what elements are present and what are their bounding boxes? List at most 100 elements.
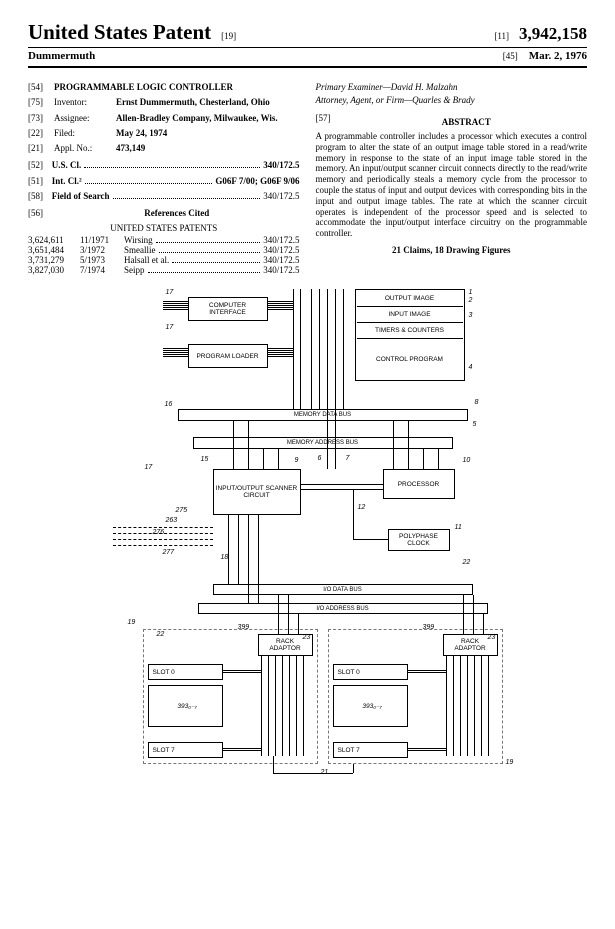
- wire: [275, 656, 276, 756]
- wire: [263, 449, 264, 469]
- field-num-54: [54]: [28, 82, 54, 93]
- wire: [298, 614, 299, 634]
- wire: [311, 289, 312, 409]
- multiline-prog-right: [268, 348, 294, 357]
- ref-class: 340/172.5: [263, 255, 299, 265]
- ref-18: 18: [221, 554, 229, 561]
- ref-class: 340/172.5: [263, 235, 299, 245]
- ref-num: 3,827,030: [28, 265, 80, 275]
- bus-io-data: I/O DATA BUS: [213, 584, 473, 595]
- ref-author: Seipp: [124, 265, 145, 275]
- box-timers-counters: TIMERS & COUNTERS: [357, 323, 463, 339]
- dotted-leader: [159, 245, 261, 253]
- ref-class: 340/172.5: [263, 245, 299, 255]
- ref-date: 7/1974: [80, 265, 124, 275]
- field-num-56: [56]: [28, 208, 54, 219]
- ext-line: [113, 527, 213, 528]
- right-column: Primary Examiner—David H. Malzahn Attorn…: [316, 82, 588, 275]
- wire: [460, 656, 461, 756]
- inventor-field: [75] Inventor: Ernst Dummermuth, Chester…: [28, 97, 300, 108]
- multiline-comp-left: [163, 301, 188, 310]
- ref-date: 11/1971: [80, 235, 124, 245]
- attorney-text: Attorney, Agent, or Firm—Quarles & Brady: [316, 95, 475, 105]
- appl-field: [21] Appl. No.: 473,149: [28, 143, 300, 154]
- references-section: [56] References Cited UNITED STATES PATE…: [28, 208, 300, 275]
- ref-row: 3,651,484 3/1972 Smeallie340/172.5: [28, 245, 300, 255]
- ref-15: 15: [201, 456, 209, 463]
- ref-8: 8: [475, 399, 479, 406]
- wire: [327, 289, 328, 469]
- uscl-val: 340/172.5: [263, 160, 299, 171]
- ref-3: 3: [469, 312, 473, 319]
- examiner-text: Primary Examiner—David H. Malzahn: [316, 82, 458, 92]
- ref-21: 21: [321, 769, 329, 776]
- field-num-57: [57]: [316, 113, 346, 131]
- header-left: United States Patent [19]: [28, 20, 236, 45]
- wire: [467, 656, 468, 756]
- ref-12: 12: [358, 504, 366, 511]
- uscl-label: U.S. Cl.: [52, 160, 82, 171]
- wire: [278, 449, 279, 469]
- dotted-leader: [85, 176, 213, 184]
- box-input-image: INPUT IMAGE: [357, 307, 463, 323]
- ref-7: 7: [346, 455, 350, 462]
- field-num-58: [58]: [28, 191, 52, 202]
- left-column: [54] PROGRAMMABLE LOGIC CONTROLLER [75] …: [28, 82, 300, 275]
- ref-22a: 22: [157, 631, 165, 638]
- ref-19a: 19: [128, 619, 136, 626]
- bus-memory-addr: MEMORY ADDRESS BUS: [193, 437, 453, 449]
- abstract-text: A programmable controller includes a pro…: [316, 131, 588, 239]
- bus-memory-data: MEMORY DATA BUS: [178, 409, 468, 421]
- ref-276: 276: [153, 529, 165, 536]
- ext-line: [113, 545, 213, 546]
- wire: [303, 656, 304, 756]
- box-output-image: OUTPUT IMAGE: [357, 291, 463, 307]
- header-title: United States Patent: [28, 20, 211, 45]
- fos-field: [58] Field of Search 340/172.5: [28, 191, 300, 202]
- box-polyphase-clock: POLYPHASE CLOCK: [388, 529, 450, 551]
- wire: [268, 656, 269, 756]
- wire: [408, 421, 409, 469]
- assignee-name: Allen-Bradley Company, Milwaukee, Wis.: [116, 113, 278, 123]
- wire: [233, 421, 234, 469]
- wire: [248, 515, 249, 603]
- wire: [483, 614, 484, 634]
- slot-0-right: SLOT 0: [333, 664, 408, 680]
- wire: [481, 656, 482, 756]
- ref-4: 4: [469, 364, 473, 371]
- date-code: [45]: [503, 51, 518, 61]
- fos-val: 340/172.5: [263, 191, 299, 202]
- wire: [288, 595, 289, 634]
- dotted-leader: [113, 191, 261, 199]
- wire: [453, 656, 454, 756]
- wire: [278, 595, 279, 634]
- wire: [296, 656, 297, 756]
- dotted-leader: [84, 160, 260, 168]
- ref-399a: 399: [238, 624, 250, 631]
- ref-row: 3,731,279 5/1973 Halsall et al.340/172.5: [28, 255, 300, 265]
- box-processor: PROCESSOR: [383, 469, 455, 499]
- ref-1: 1: [469, 289, 473, 296]
- fos-label: Field of Search: [52, 191, 110, 202]
- patent-header: United States Patent [19] [11] 3,942,158: [28, 20, 587, 48]
- wire: [301, 489, 383, 490]
- dotted-leader: [148, 265, 261, 273]
- refs-subtitle: UNITED STATES PATENTS: [28, 223, 300, 233]
- field-num-51: [51]: [28, 176, 52, 187]
- rack-lines-right-0: [408, 670, 446, 673]
- uscl-field: [52] U.S. Cl. 340/172.5: [28, 160, 300, 171]
- field-num-22: [22]: [28, 128, 54, 139]
- ref-num: 3,651,484: [28, 245, 80, 255]
- ref-17c: 17: [145, 464, 153, 471]
- slot-0-left: SLOT 0: [148, 664, 223, 680]
- wire: [353, 539, 388, 540]
- box-program-loader: PROGRAM LOADER: [188, 344, 268, 368]
- wire: [473, 595, 474, 634]
- wire: [488, 656, 489, 756]
- ref-17a: 17: [166, 289, 174, 296]
- wire: [228, 515, 229, 584]
- refs-header: [56] References Cited: [28, 208, 300, 219]
- ext-line: [113, 539, 213, 540]
- inventor-last-name: Dummermuth: [28, 50, 95, 62]
- wire: [273, 756, 274, 773]
